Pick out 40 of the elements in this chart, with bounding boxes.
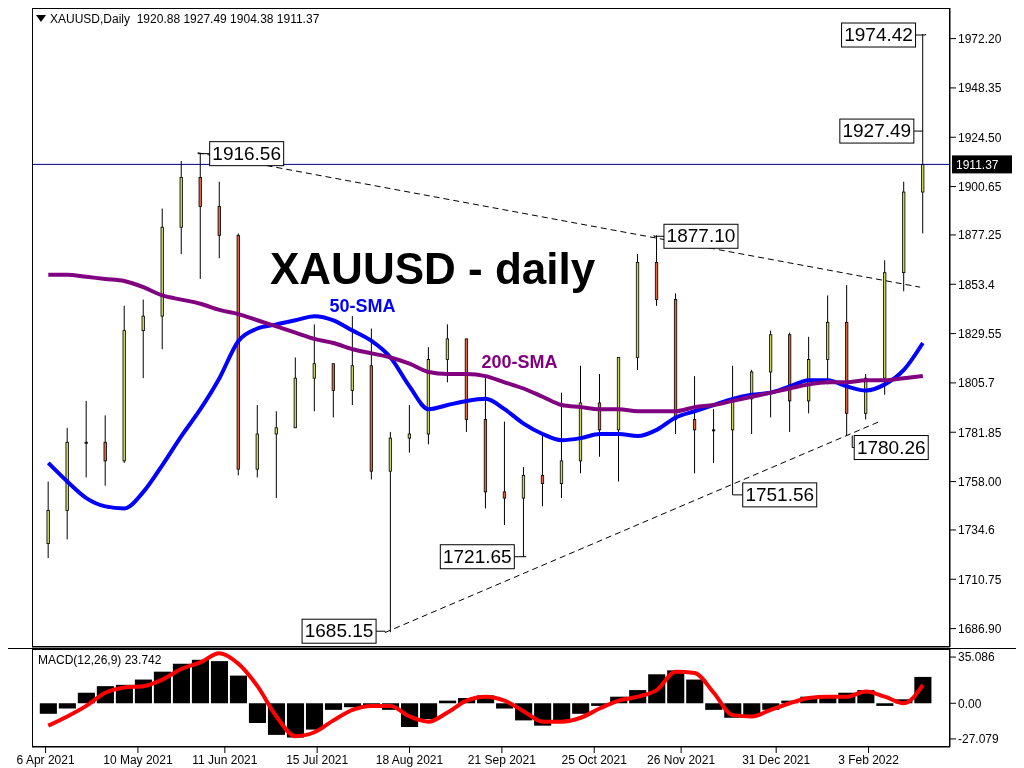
x-tick-label: 25 Oct 2021 [561,752,628,767]
y-tick-label: 1781.85 [958,425,1002,440]
annotation: 1974.42 [844,24,913,46]
x-tick-label: 6 Apr 2021 [16,752,75,767]
y-tick-label: 1853.4 [958,277,996,292]
x-tick-label: 11 Jun 2021 [192,752,258,767]
y-tick-label: 1877.25 [958,228,1002,243]
x-tick-label: 26 Nov 2021 [647,752,716,767]
y-tick-label: 1924.50 [958,130,1002,145]
y-tick-label: 1734.6 [958,523,996,538]
y-tick-label: 0.00 [958,696,982,711]
annotation: 1685.15 [304,620,374,642]
annotation: 1780.26 [856,436,926,458]
annotation: 1927.49 [842,120,912,142]
y-tick-label: 35.086 [958,650,996,665]
annotation: 1751.56 [745,483,815,505]
y-tick-label: 1900.65 [958,179,1002,194]
y-tick-label: 1686.90 [958,621,1002,636]
series-label: 50-SMA [329,296,396,317]
x-tick-label: 3 Feb 2022 [838,752,900,767]
x-tick-label: 10 May 2021 [103,752,173,767]
chart-subtitle: XAUUSD,Daily 1920.88 1927.49 1904.38 1911.37 [50,12,320,26]
y-tick-label: 1710.75 [958,572,1002,587]
y-tick-label: 1805.7 [958,376,996,391]
text: XAUUSD - daily [270,244,596,294]
ref-line-label: 1911.37 [956,158,999,173]
y-tick-label: 1829.55 [958,326,1002,341]
chart-title: MACD(12,26,9) 23.742 [38,653,162,667]
annotation: 1916.56 [212,142,282,164]
series-label: 200-SMA [481,352,558,373]
y-tick-label: -27.079 [958,732,1000,747]
x-tick-label: 18 Aug 2021 [375,752,444,767]
annotation: 1877.10 [666,225,736,247]
annotation: 1721.65 [442,545,512,567]
x-tick-label: 21 Sep 2021 [467,752,537,767]
x-tick-label: 31 Dec 2021 [742,752,811,767]
y-tick-label: 1758.00 [958,474,1002,489]
y-tick-label: 1948.35 [958,81,1002,96]
y-tick-label: 1972.20 [958,31,1002,46]
x-tick-label: 15 Jul 2021 [286,752,349,767]
